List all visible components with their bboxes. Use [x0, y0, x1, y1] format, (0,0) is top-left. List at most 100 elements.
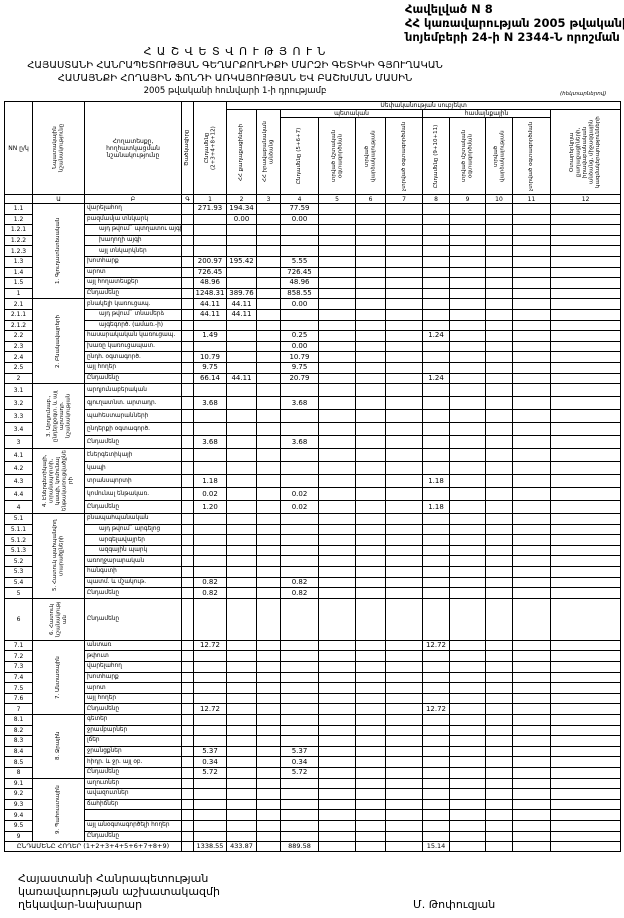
value-col-4: [280, 671, 319, 684]
header-comm-total-cell: Ընդամենը (9+10+11): [422, 117, 450, 195]
value-col-11: [512, 361, 551, 374]
code-cell: [181, 255, 194, 268]
value-col-7: [385, 566, 423, 578]
value-col-2: [226, 714, 257, 726]
header-state-lease-cell: տրված վարձակալության: [355, 117, 386, 195]
value-col-7: [385, 809, 423, 821]
value-col-11: [512, 756, 551, 768]
value-col-2: [226, 351, 257, 363]
value-col-5: [318, 566, 356, 578]
value-col-8: [422, 277, 450, 289]
value-col-2: [226, 435, 257, 450]
code-cell: [181, 661, 194, 673]
table-row: 3.4 ընդերքի օգտագործ.: [4, 422, 622, 437]
value-col-4: [280, 692, 319, 705]
value-col-7: [385, 692, 423, 705]
value-col-12: [549, 597, 622, 641]
code-cell: [181, 474, 194, 489]
land-type-name: ընդերքի օգտագործ.: [84, 422, 182, 437]
value-col-1: [193, 383, 227, 398]
header-code-cell: Ծածկագիրը: [181, 101, 194, 195]
value-col-4: [280, 383, 319, 398]
row-number: 7.2: [4, 650, 33, 663]
header-purpose-cell: Նպատակային նշանակությունը: [32, 101, 85, 195]
value-col-4: 726.45: [280, 266, 319, 279]
value-col-12: [549, 361, 622, 374]
value-col-8: 1.18: [422, 500, 450, 515]
value-col-7: [385, 777, 423, 790]
value-col-1: 271.93: [193, 203, 227, 215]
value-col-11: [512, 266, 551, 279]
value-col-6: [355, 203, 386, 215]
value-col-11: [512, 461, 551, 476]
value-col-6: [355, 383, 386, 398]
value-col-4: [280, 513, 319, 525]
value-col-1: [193, 735, 227, 747]
category-label: 1. Գյուղատնտեսական: [55, 218, 62, 285]
value-col-2: [226, 766, 257, 779]
row-number: 7.6: [4, 692, 33, 705]
table-row: 8 Ընդամենը 5.72 5.72: [4, 766, 622, 779]
total-col-4: 889.58: [280, 841, 319, 853]
value-col-5: [318, 422, 356, 437]
header-state-lease: տրված վարձակալության: [364, 130, 377, 182]
value-col-5: [318, 671, 356, 684]
value-col-2: [226, 340, 257, 353]
value-col-7: [385, 661, 423, 673]
value-col-5: [318, 523, 356, 536]
header-state-perm: տրված մշտական օգտագործման: [330, 129, 344, 183]
land-type-name: արդյունաբերական: [84, 383, 182, 398]
row-number: 2.1.1: [4, 308, 33, 321]
value-col-12: [549, 319, 622, 332]
value-col-1: 5.37: [193, 745, 227, 758]
value-col-12: [549, 266, 622, 279]
value-col-3: [256, 809, 281, 821]
value-col-11: [512, 513, 551, 525]
value-col-4: 48.96: [280, 277, 319, 289]
value-col-4: 0.25: [280, 330, 319, 342]
value-col-2: [226, 544, 257, 557]
row-number: 2.1.2: [4, 319, 33, 332]
value-col-2: [226, 409, 257, 424]
value-col-10: [485, 409, 513, 424]
value-col-9: [449, 255, 486, 268]
value-col-12: [549, 798, 622, 811]
land-type-name: արոտ: [84, 266, 182, 279]
value-col-6: [355, 523, 386, 536]
value-col-7: [385, 830, 423, 843]
value-col-7: [385, 234, 423, 247]
code-cell: [181, 487, 194, 502]
value-col-3: [256, 724, 281, 737]
value-col-1: [193, 830, 227, 843]
row-number: 8.2: [4, 724, 33, 737]
table-row: 7.3 վարելահող: [4, 661, 622, 673]
value-col-8: [422, 234, 450, 247]
index-cell: Գ: [181, 194, 194, 204]
value-col-6: [355, 308, 386, 321]
value-col-1: [193, 566, 227, 578]
value-col-12: [549, 661, 622, 673]
value-col-8: [422, 587, 450, 599]
land-type-name: Ընդամենը: [84, 435, 182, 450]
row-number: 2.4: [4, 351, 33, 363]
value-col-4: [280, 448, 319, 463]
header-citizens: ՀՀ քաղաքացիների: [238, 123, 245, 181]
value-col-1: [193, 650, 227, 663]
table-row: 8.5 հիդր. և ջր. այլ օբ. 0.34 0.34: [4, 756, 622, 768]
row-number: 5.4: [4, 576, 33, 589]
value-col-6: [355, 756, 386, 768]
value-col-8: [422, 523, 450, 536]
value-col-1: [193, 788, 227, 800]
value-col-4: [280, 830, 319, 843]
value-col-9: [449, 500, 486, 515]
table-row: 9.5 այլ անօգտագործելի հողեր: [4, 819, 622, 832]
value-col-9: [449, 203, 486, 215]
land-type-name: Ընդամենը: [84, 830, 182, 843]
land-type-name: այլ անօգտագործելի հողեր: [84, 819, 182, 832]
index-cell: 4: [280, 194, 319, 204]
value-col-6: [355, 830, 386, 843]
code-cell: [181, 766, 194, 779]
land-type-name: Ընդամենը: [84, 766, 182, 779]
row-number: 1: [4, 287, 33, 300]
value-col-1: [193, 692, 227, 705]
